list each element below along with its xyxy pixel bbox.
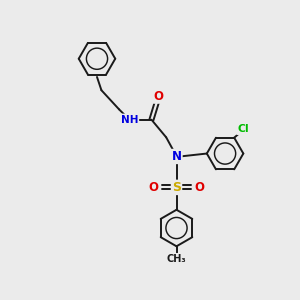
Text: N: N bbox=[172, 150, 182, 163]
Text: NH: NH bbox=[121, 115, 138, 125]
Text: Cl: Cl bbox=[237, 124, 249, 134]
Text: CH₃: CH₃ bbox=[167, 254, 186, 264]
Text: O: O bbox=[194, 181, 204, 194]
Text: S: S bbox=[172, 181, 181, 194]
Text: O: O bbox=[149, 181, 159, 194]
Text: O: O bbox=[154, 90, 164, 103]
